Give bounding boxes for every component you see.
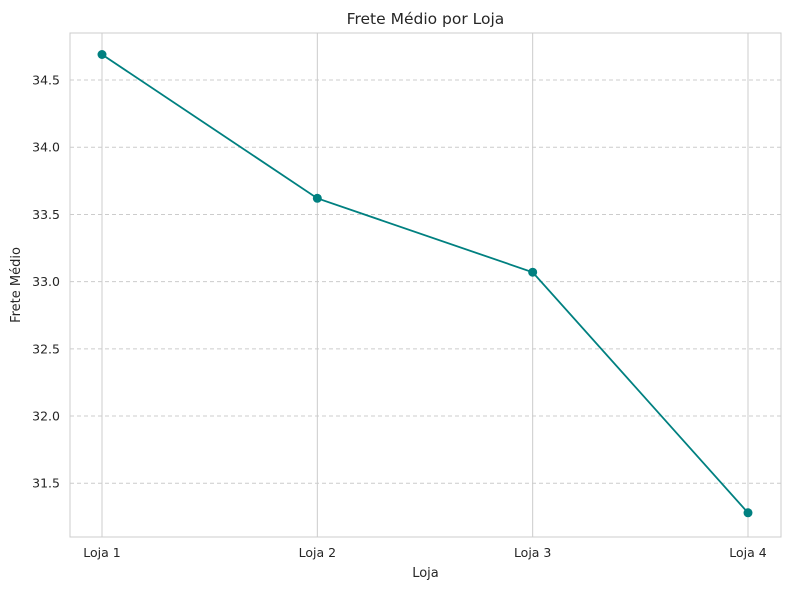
x-axis-label: Loja bbox=[412, 566, 439, 581]
x-tick-label: Loja 3 bbox=[514, 545, 551, 560]
y-axis-label: Frete Médio bbox=[9, 247, 24, 323]
y-tick-label: 33.5 bbox=[32, 207, 60, 222]
grid-layer bbox=[70, 33, 781, 537]
y-tick-label: 33.0 bbox=[32, 274, 60, 289]
data-point-loja-3 bbox=[528, 267, 538, 277]
x-tick-label: Loja 2 bbox=[299, 545, 336, 560]
y-tick-labels: 31.5 32.0 32.5 33.0 33.5 34.0 34.5 bbox=[32, 73, 60, 491]
data-point-loja-4 bbox=[743, 508, 753, 518]
data-point-loja-1 bbox=[97, 50, 107, 60]
y-tick-label: 31.5 bbox=[32, 476, 60, 491]
data-point-loja-2 bbox=[312, 193, 322, 203]
x-tick-label: Loja 1 bbox=[83, 545, 120, 560]
plot-frame bbox=[69, 32, 782, 538]
y-tick-label: 34.0 bbox=[32, 140, 60, 155]
x-tick-label: Loja 4 bbox=[729, 545, 766, 560]
y-tick-label: 34.5 bbox=[32, 73, 60, 88]
chart-title: Frete Médio por Loja bbox=[347, 10, 505, 28]
series-line bbox=[101, 53, 749, 514]
y-tick-label: 32.5 bbox=[32, 341, 60, 356]
y-tick-label: 32.0 bbox=[32, 409, 60, 424]
x-tick-labels: Loja 1 Loja 2 Loja 3 Loja 4 bbox=[83, 545, 766, 560]
series-layer bbox=[97, 50, 753, 518]
